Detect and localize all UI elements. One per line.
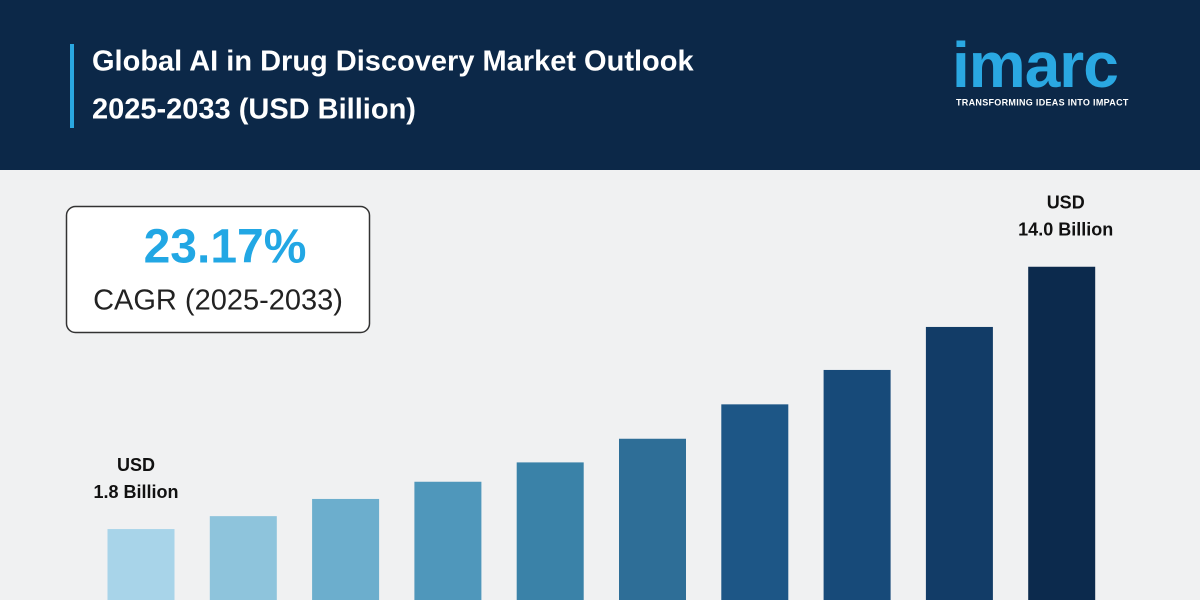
logo-tagline: TRANSFORMING IDEAS INTO IMPACT — [956, 97, 1129, 107]
cagr-caption: CAGR (2025-2033) — [93, 285, 343, 317]
header-band — [0, 0, 1200, 170]
value-label: 14.0 Billion — [1018, 220, 1113, 240]
bar — [619, 438, 686, 600]
bar — [312, 498, 380, 600]
cagr-box — [65, 205, 371, 334]
bar — [414, 481, 482, 600]
bar — [107, 529, 175, 600]
cagr-value: 23.17% — [144, 221, 307, 274]
bar — [516, 462, 584, 600]
bar — [1028, 266, 1096, 600]
bar — [209, 516, 277, 600]
title-accent — [70, 44, 74, 128]
bar — [823, 369, 891, 600]
chart-title: Global AI in Drug Discovery Market Outlo… — [92, 46, 694, 78]
bar — [925, 326, 993, 600]
logo: imarc — [952, 29, 1118, 101]
value-label: USD — [117, 455, 155, 475]
bar — [721, 404, 789, 600]
chart-title: 2025-2033 (USD Billion) — [92, 94, 416, 126]
value-label: 1.8 Billion — [93, 482, 178, 502]
value-label: USD — [1047, 193, 1085, 213]
